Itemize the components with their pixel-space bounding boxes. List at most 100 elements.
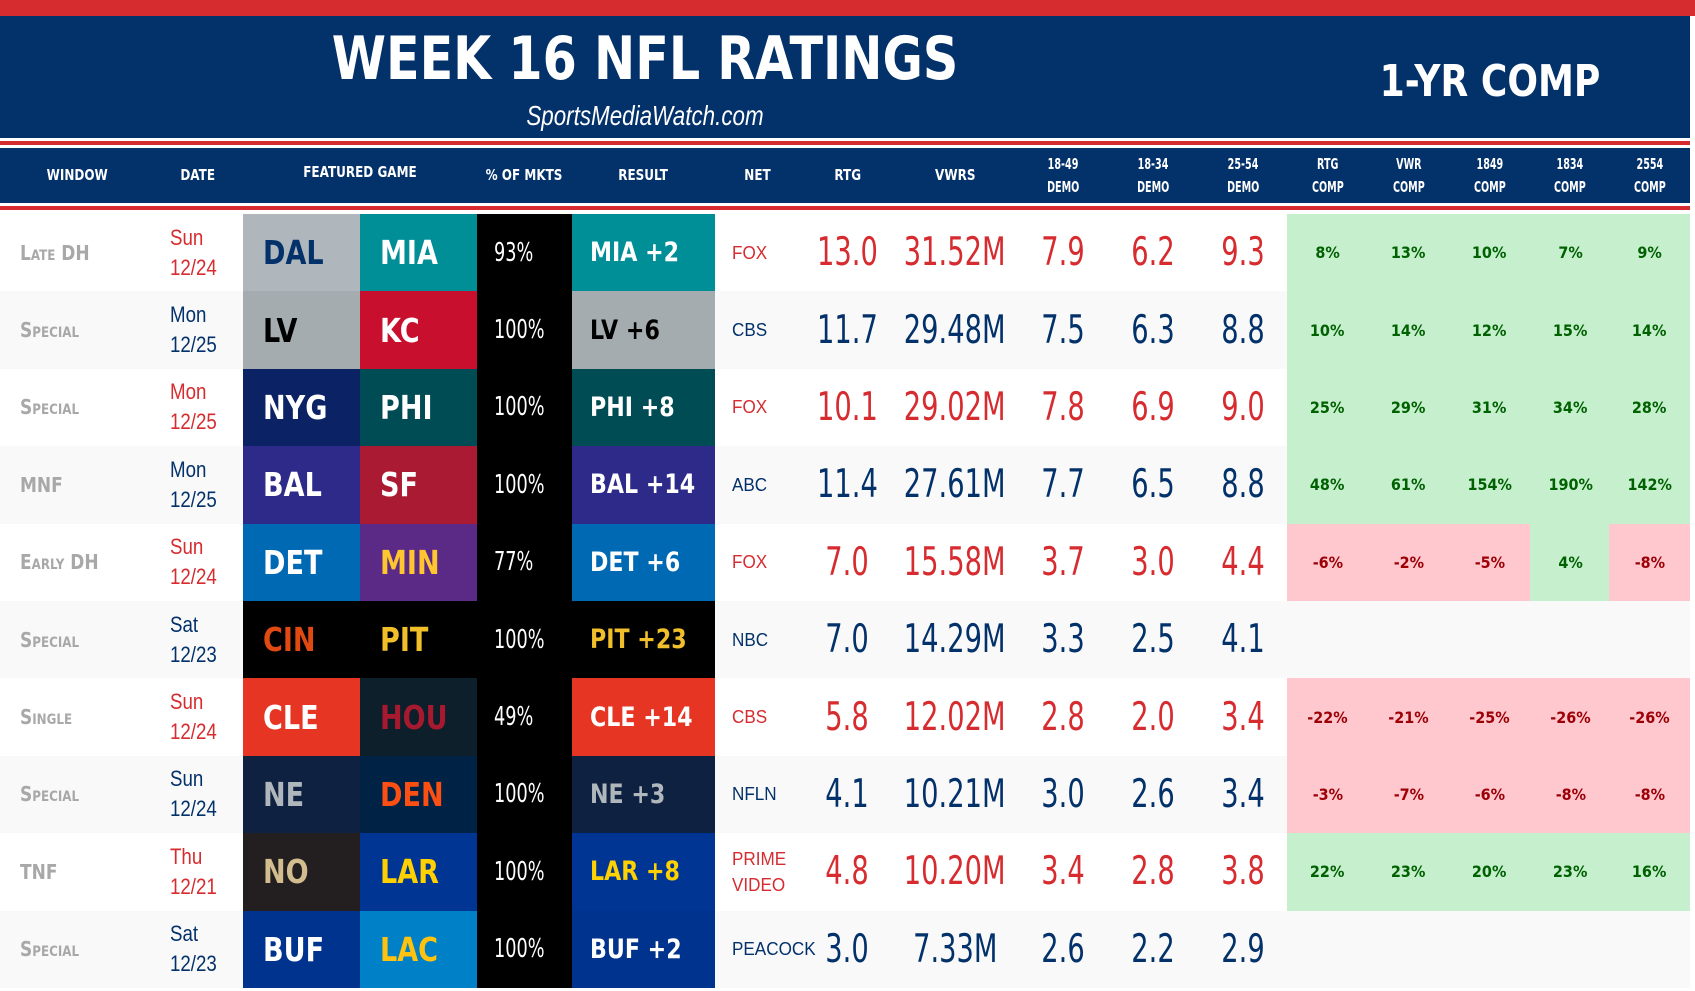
vwr-comp: 13% (1368, 214, 1449, 292)
demo-2554-comp: 142% (1609, 446, 1690, 524)
rtg-comp: 8% (1287, 214, 1368, 292)
game-result: DET +6 (572, 523, 715, 601)
demo-2554-comp: -8% (1609, 755, 1690, 834)
demo-2554-comp: 9% (1609, 214, 1690, 292)
rating: 5.8 (825, 694, 870, 740)
game-result: BAL +14 (572, 446, 715, 524)
game-date: Thu 12/21 (169, 843, 217, 899)
col-header-demo-2554: 25-54 DEMO (1226, 154, 1260, 196)
comparison-title: 1-YR COMP (1379, 56, 1601, 107)
vwr-comp: 61% (1368, 446, 1449, 524)
demo-18-34: 6.5 (1131, 462, 1175, 508)
pct-of-markets: 100% (477, 755, 572, 834)
col-header-featured-game: FEATURED GAME (303, 163, 417, 181)
rtg-comp: 10% (1287, 291, 1368, 369)
page-title: WEEK 16 NFL RATINGS (331, 24, 959, 94)
col-header-vwr-comp: VWR COMP (1392, 154, 1425, 196)
vwr-comp: 29% (1368, 368, 1449, 447)
demo-25-54: 9.0 (1221, 384, 1265, 430)
demo-1849-comp: 12% (1449, 291, 1530, 369)
demo-25-54: 3.4 (1221, 771, 1265, 817)
network: FOX (732, 242, 768, 263)
site-credit: SportsMediaWatch.com (526, 100, 764, 131)
viewers: 14.29M (904, 617, 1006, 663)
game-date: Sun 12/24 (169, 224, 217, 280)
window-label: Special (20, 395, 80, 420)
pct-of-markets: 100% (477, 833, 572, 911)
rating: 13.0 (817, 230, 878, 276)
demo-18-34: 2.8 (1131, 849, 1175, 895)
away-team: CLE (243, 678, 360, 756)
table-header: WINDOW DATE FEATURED GAME % OF MKTS RESU… (0, 148, 1690, 203)
demo-1834-comp: 23% (1530, 833, 1611, 911)
demo-1834-comp: 7% (1530, 214, 1611, 292)
col-header-rtg-comp: RTG COMP (1311, 154, 1344, 196)
game-date: Sat 12/23 (169, 921, 217, 977)
home-team: HOU (360, 678, 477, 756)
rtg-comp: -6% (1287, 523, 1368, 601)
demo-18-34: 2.5 (1131, 617, 1175, 663)
vwr-comp: 14% (1368, 291, 1449, 369)
viewers: 31.52M (904, 230, 1006, 276)
col-header-result: RESULT (618, 166, 669, 184)
col-header-1849-comp: 1849 COMP (1473, 154, 1506, 196)
game-date: Mon 12/25 (169, 456, 217, 512)
demo-2554-comp (1609, 911, 1690, 988)
col-header-date: DATE (180, 166, 215, 184)
home-team: PIT (360, 600, 477, 679)
home-team: MIA (360, 214, 477, 292)
demo-25-54: 3.4 (1221, 694, 1265, 740)
game-result: LV +6 (572, 291, 715, 369)
demo-1834-comp (1530, 601, 1611, 678)
top-red-bar (0, 0, 1695, 16)
table-row: Single Sun 12/24 CLE HOU 49% CLE +14 CBS … (0, 678, 1690, 756)
table-row: Late DH Sun 12/24 DAL MIA 93% MIA +2 FOX … (0, 214, 1690, 292)
demo-1849-comp: 31% (1449, 368, 1530, 447)
home-team: PHI (360, 368, 477, 447)
demo-25-54: 4.1 (1221, 617, 1265, 663)
demo-2554-comp: 14% (1609, 291, 1690, 369)
rtg-comp: 25% (1287, 368, 1368, 447)
game-date: Sat 12/23 (169, 611, 217, 667)
rating: 11.7 (817, 307, 878, 353)
away-team: NE (243, 755, 360, 834)
away-team: LV (243, 291, 360, 369)
demo-1849-comp: 154% (1449, 446, 1530, 524)
demo-18-49: 3.7 (1041, 539, 1085, 585)
rating: 4.1 (825, 771, 870, 817)
home-team: SF (360, 446, 477, 524)
home-team: LAR (360, 833, 477, 911)
viewers: 29.48M (904, 307, 1006, 353)
viewers: 10.20M (904, 849, 1006, 895)
window-label: Early DH (20, 550, 99, 575)
network: NBC (732, 629, 769, 650)
col-header-vwrs: VWRS (934, 166, 976, 184)
away-team: NYG (243, 368, 360, 447)
game-result: NE +3 (572, 755, 715, 834)
demo-25-54: 8.8 (1221, 462, 1265, 508)
demo-1849-comp (1449, 601, 1530, 678)
vwr-comp: 23% (1368, 833, 1449, 911)
rtg-comp (1287, 911, 1368, 988)
network: ABC (732, 474, 768, 495)
away-team: BAL (243, 446, 360, 524)
demo-25-54: 8.8 (1221, 307, 1265, 353)
viewers: 10.21M (904, 771, 1006, 817)
table-row: Special Mon 12/25 NYG PHI 100% PHI +8 FOX… (0, 368, 1690, 447)
pct-of-markets: 49% (477, 678, 572, 756)
network: PEACOCK (732, 939, 816, 960)
col-header-net: NET (744, 166, 771, 184)
demo-1834-comp: -8% (1530, 755, 1611, 834)
demo-1834-comp: 15% (1530, 291, 1611, 369)
game-result: LAR +8 (572, 833, 715, 911)
home-team: DEN (360, 755, 477, 834)
window-label: Special (20, 627, 80, 652)
col-header-1834-comp: 1834 COMP (1554, 154, 1586, 196)
pct-of-markets: 100% (477, 291, 572, 369)
demo-18-49: 7.9 (1041, 230, 1085, 276)
demo-25-54: 2.9 (1221, 926, 1265, 972)
game-date: Mon 12/25 (169, 302, 217, 358)
table-row: Early DH Sun 12/24 DET MIN 77% DET +6 FOX… (0, 523, 1690, 601)
demo-25-54: 3.8 (1221, 849, 1265, 895)
viewers: 12.02M (904, 694, 1006, 740)
